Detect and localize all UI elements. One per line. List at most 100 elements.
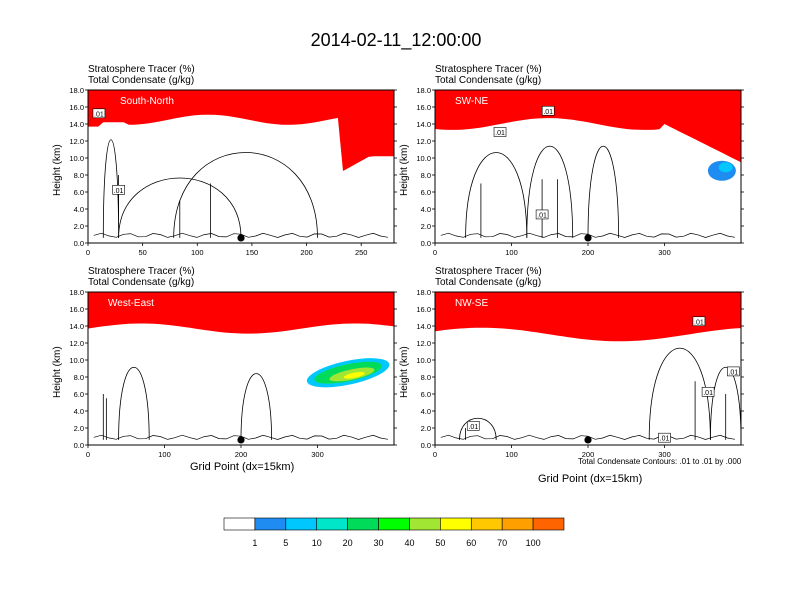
x-tick-label: 0 <box>433 248 437 257</box>
x-tick-label: 100 <box>505 450 518 459</box>
y-tick-label: 8.0 <box>421 373 431 382</box>
y-tick-label: 18.0 <box>69 288 84 297</box>
y-tick-label: 16.0 <box>416 305 431 314</box>
condensate-contour <box>648 347 711 440</box>
x-tick-label: 0 <box>433 450 437 459</box>
contour-label: .01 <box>694 319 704 326</box>
y-tick-label: 4.0 <box>74 205 84 214</box>
y-tick-label: 0.0 <box>74 441 84 450</box>
contour-label-box <box>692 316 706 327</box>
location-marker <box>237 436 245 444</box>
colorbar-box <box>532 517 565 531</box>
panel-title-line: Stratosphere Tracer (%) <box>88 266 195 277</box>
y-tick-label: 14.0 <box>416 322 431 331</box>
x-axis-label: Grid Point (dx=15km) <box>538 473 643 485</box>
y-tick-label: 10.0 <box>416 154 431 163</box>
colorbar-box <box>254 517 287 531</box>
y-tick-label: 6.0 <box>74 188 84 197</box>
panel-title-2: Stratosphere Tracer (%) Total Condensate… <box>435 64 542 86</box>
x-tick-label: 300 <box>658 450 671 459</box>
panel-title-3: Stratosphere Tracer (%) Total Condensate… <box>88 266 195 288</box>
y-tick-label: 18.0 <box>69 86 84 95</box>
y-tick-label: 10.0 <box>69 154 84 163</box>
contour-label: .01 <box>468 424 478 431</box>
y-tick-label: 0.0 <box>421 441 431 450</box>
contour-label: .01 <box>537 212 547 219</box>
colorbar-label: 40 <box>404 538 414 548</box>
y-tick-label: 2.0 <box>74 222 84 231</box>
x-tick-label: 0 <box>86 450 90 459</box>
location-marker <box>584 436 592 444</box>
colorbar-box <box>409 517 441 531</box>
panel-title-line: Total Condensate (g/kg) <box>435 277 542 288</box>
panel-title-line: Stratosphere Tracer (%) <box>435 266 542 277</box>
x-tick-label: 200 <box>235 450 248 459</box>
panel-title-line: Total Condensate (g/kg) <box>435 75 542 86</box>
contour-label-box <box>727 366 740 377</box>
colorbar-label: 100 <box>526 538 541 548</box>
condensate-contour <box>102 367 150 440</box>
condensate-contour <box>105 373 272 440</box>
contour-label: .01 <box>660 436 670 443</box>
contour-label-box <box>541 105 555 116</box>
panel-title-line: Stratosphere Tracer (%) <box>88 64 195 75</box>
colorbar-label: 60 <box>466 538 476 548</box>
y-tick-label: 10.0 <box>69 356 84 365</box>
y-tick-label: 8.0 <box>74 373 84 382</box>
x-tick-label: 100 <box>158 450 171 459</box>
y-tick-label: 6.0 <box>421 390 431 399</box>
colorbar-label: 1 <box>252 538 257 548</box>
y-tick-label: 4.0 <box>421 407 431 416</box>
y-tick-label: 12.0 <box>416 339 431 348</box>
contour-label-box <box>701 387 715 397</box>
plot-south-north: .01 .01 South-North 0.0 2.0 4.0 6.0 8.0 10.0 12.0… <box>69 86 397 257</box>
y-tick-label: 0.0 <box>74 239 84 248</box>
panel-title-line: Total Condensate (g/kg) <box>88 75 195 86</box>
colorbar-box <box>440 517 472 531</box>
plot-sw-ne: .01 .01 .01 SW-NE 0.0 2.0 4.0 6.0 8.0 10.0 12.0 14.… <box>416 86 744 257</box>
y-tick-label: 6.0 <box>421 188 431 197</box>
condensate-contour <box>557 146 619 238</box>
colorbar-box <box>470 517 503 531</box>
colorbar-label: 70 <box>497 538 507 548</box>
contour-label-box <box>92 108 106 119</box>
tracer-band <box>88 90 394 171</box>
condensate-contour <box>118 177 242 238</box>
condensate-contour <box>173 152 318 238</box>
y-tick-label: 18.0 <box>416 288 431 297</box>
colorbar-label: 10 <box>312 538 322 548</box>
y-tick-label: 4.0 <box>421 205 431 214</box>
contour-label-box <box>658 432 671 443</box>
contour-label-box <box>112 185 125 195</box>
plot-nw-se: .01 .01 .01 .01 .01 NW-SE 0.0 2.0 4.0 6.0 8.0 10.0 1… <box>416 288 744 459</box>
tracer-plume <box>343 371 365 379</box>
y-tick-label: 2.0 <box>421 222 431 231</box>
location-marker <box>237 234 245 242</box>
panel-label: South-North <box>120 96 174 107</box>
condensate-contour <box>93 434 388 440</box>
plot-frame <box>87 89 395 244</box>
contour-note: Total Condensate Contours: .01 to .01 by… <box>578 457 742 466</box>
main-title: 2014-02-11_12:00:00 <box>310 30 482 50</box>
condensate-contour <box>459 417 497 440</box>
tracer-plume <box>718 162 733 173</box>
y-tick-label: 16.0 <box>69 305 84 314</box>
y-tick-label: 12.0 <box>416 137 431 146</box>
x-tick-label: 300 <box>658 248 671 257</box>
y-tick-label: 2.0 <box>421 424 431 433</box>
tracer-band <box>88 292 394 334</box>
y-tick-label: 2.0 <box>74 424 84 433</box>
contour-label: .01 <box>495 130 505 137</box>
y-tick-label: 12.0 <box>69 137 84 146</box>
condensate-contour <box>526 145 574 238</box>
contour-label-box <box>535 209 549 220</box>
colorbar: 1 5 10 20 30 40 50 60 70 100 <box>223 517 565 548</box>
y-tick-label: 6.0 <box>74 390 84 399</box>
panel-label: SW-NE <box>455 96 488 107</box>
y-tick-label: 14.0 <box>69 120 84 129</box>
x-tick-label: 250 <box>355 248 368 257</box>
x-axis-label: Grid Point (dx=15km) <box>190 461 295 473</box>
y-tick-label: 8.0 <box>421 171 431 180</box>
condensate-contour <box>465 152 528 238</box>
panel-label: West-East <box>108 298 154 309</box>
